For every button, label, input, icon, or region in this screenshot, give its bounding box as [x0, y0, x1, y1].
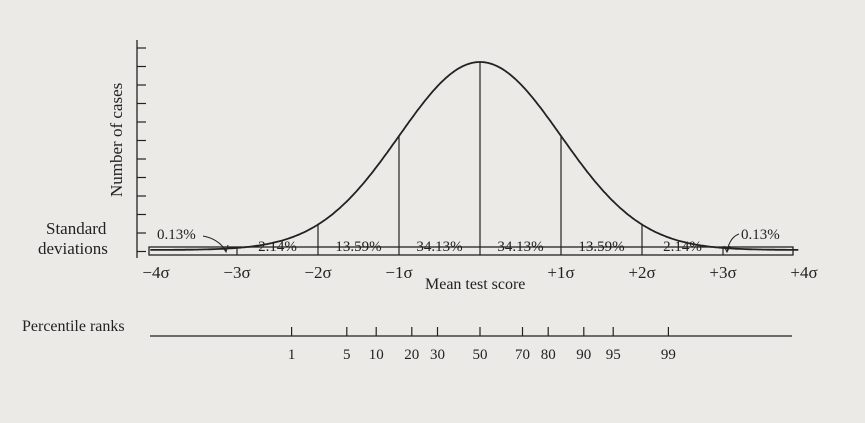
sigma-label: +3σ	[709, 263, 736, 282]
percentile-label: 50	[473, 347, 488, 363]
sigma-label: −3σ	[223, 263, 250, 282]
sigma-label: −4σ	[142, 263, 169, 282]
percentile-label: 20	[404, 347, 419, 363]
mean-test-score-label: Mean test score	[425, 276, 525, 293]
percentile-label: 95	[606, 347, 621, 363]
left-tail-arrowhead	[221, 244, 229, 254]
right-tail-arrow	[726, 233, 740, 252]
standard-deviations-label-line2: deviations	[38, 239, 108, 258]
area-percentage: 13.59%	[335, 239, 381, 255]
bell-curve	[150, 61, 799, 251]
right-tail-arrowhead	[723, 245, 731, 254]
sigma-label: −1σ	[385, 263, 412, 282]
sigma-label: +2σ	[628, 263, 655, 282]
left-tail-arrow	[202, 235, 227, 252]
right-tail-percentage: 0.13%	[741, 227, 780, 243]
area-percentage: 13.59%	[578, 239, 624, 255]
standard-deviations-label-line1: Standard	[46, 219, 107, 238]
percentile-label: 80	[541, 347, 556, 363]
baseline-bar	[148, 246, 794, 256]
area-percentage-labels: 2.14% 13.59% 34.13% 34.13% 13.59% 2.14%	[258, 239, 702, 255]
y-axis-title: Number of cases	[107, 83, 126, 197]
percentile-label: 1	[288, 347, 296, 363]
percentile-ticks: 1 5 10 20 30 50 70 80 90 95 99	[288, 327, 676, 363]
percentile-label: 70	[515, 347, 530, 363]
area-percentage: 34.13%	[416, 239, 462, 255]
area-percentage: 2.14%	[258, 239, 297, 255]
sigma-labels: −4σ −3σ −2σ −1σ +1σ +2σ +3σ +4σ	[142, 263, 817, 282]
sigma-label: −2σ	[304, 263, 331, 282]
sigma-label: +1σ	[547, 263, 574, 282]
percentile-label: 30	[430, 347, 445, 363]
sigma-divider-lines	[236, 62, 724, 255]
area-percentage: 34.13%	[497, 239, 543, 255]
area-percentage: 2.14%	[663, 239, 702, 255]
percentile-label: 5	[343, 347, 351, 363]
percentile-label: 10	[369, 347, 384, 363]
percentile-ranks-label: Percentile ranks	[22, 318, 125, 335]
left-tail-percentage: 0.13%	[157, 227, 196, 243]
percentile-label: 90	[576, 347, 591, 363]
y-axis-ticks	[137, 47, 146, 253]
sigma-label: +4σ	[790, 263, 817, 282]
percentile-label: 99	[661, 347, 676, 363]
